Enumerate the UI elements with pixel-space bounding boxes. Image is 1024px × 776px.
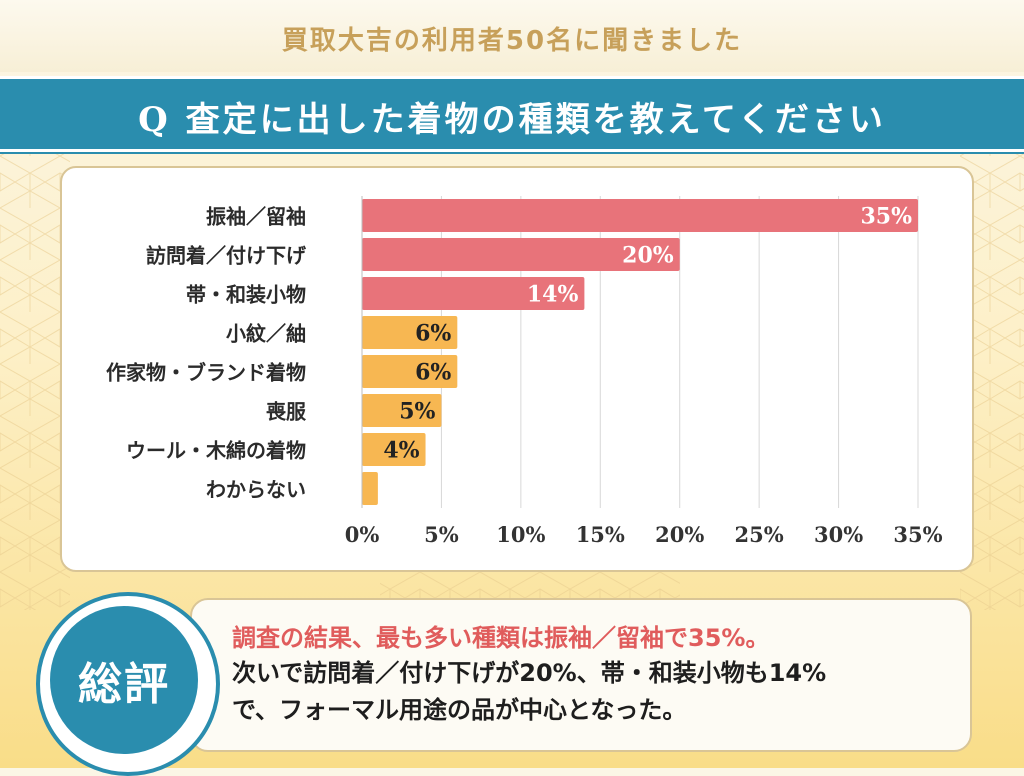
bar — [362, 355, 458, 388]
category-label: 喪服 — [266, 400, 307, 424]
x-tick-label: 25% — [735, 522, 784, 547]
data-label: 6% — [415, 321, 451, 347]
x-tick-label: 30% — [814, 522, 863, 547]
chart-panel: 0% 5% 10% 15% 20% 25% 30% 35% 振袖／留袖 35% 訪問着／付け下げ 20… — [60, 166, 974, 572]
category-label: 訪問着／付け下げ — [146, 244, 307, 268]
data-label: 4% — [383, 438, 419, 464]
category-label: 帯・和装小物 — [186, 283, 306, 307]
category-label: 振袖／留袖 — [206, 205, 306, 229]
summary-line-1: 調査の結果、最も多い種類は振袖／留袖で35%。 — [232, 624, 770, 652]
data-label: 5% — [399, 399, 435, 425]
x-tick-label: 15% — [576, 522, 625, 547]
bar — [362, 316, 458, 349]
x-tick-label: 20% — [655, 522, 704, 547]
data-label: 35% — [860, 204, 912, 230]
category-label: 作家物・ブランド着物 — [106, 361, 306, 385]
summary-line-2: 次いで訪問着／付け下げが20%、帯・和装小物も14% — [232, 659, 827, 687]
bar-chart: 0% 5% 10% 15% 20% 25% 30% 35% 振袖／留袖 35% 訪問着／付け下げ 20… — [106, 196, 943, 547]
data-label: 14% — [527, 282, 579, 308]
bar — [362, 433, 426, 466]
category-label: わからない — [206, 478, 306, 502]
x-tick-label: 35% — [893, 522, 942, 547]
bar — [362, 199, 918, 232]
summary-badge: 総評 — [36, 592, 220, 776]
x-tick-label: 0% — [345, 522, 380, 547]
category-label: ウール・木綿の着物 — [126, 439, 306, 463]
summary-line-3: で、フォーマル用途の品が中心となった。 — [232, 696, 687, 724]
bar — [362, 472, 378, 505]
x-tick-label: 10% — [496, 522, 545, 547]
header-band — [0, 0, 1024, 72]
survey-title: 買取大吉の利用者50名に聞きました — [281, 26, 743, 56]
question-text: Q 査定に出した着物の種類を教えてください — [138, 100, 886, 140]
question-banner — [0, 76, 1024, 152]
bar — [362, 238, 680, 271]
summary-badge-inner: 総評 — [50, 606, 198, 754]
summary-badge-label: 総評 — [78, 659, 170, 710]
category-label: 小紋／紬 — [226, 322, 306, 346]
x-tick-label: 5% — [424, 522, 459, 547]
data-label: 20% — [622, 243, 674, 269]
data-label: 6% — [415, 360, 451, 386]
bar — [362, 277, 585, 310]
bar — [362, 394, 442, 427]
